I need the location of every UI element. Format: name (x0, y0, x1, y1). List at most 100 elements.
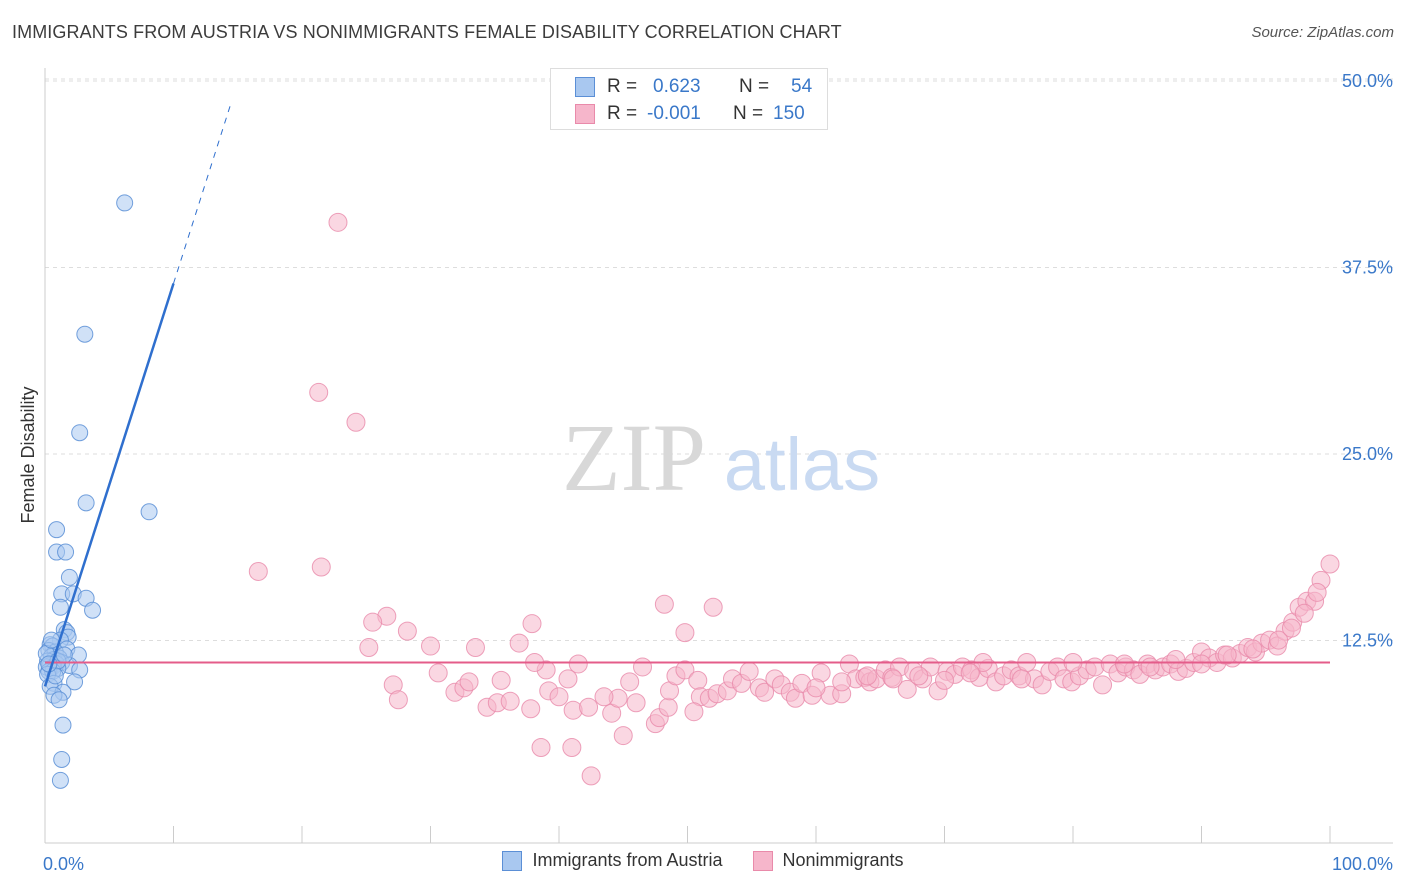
austria-point[interactable] (51, 598, 69, 616)
nonimmigrants-point[interactable] (703, 597, 723, 617)
nonimmigrants-point[interactable] (328, 212, 348, 232)
nonimmigrants-point[interactable] (363, 612, 383, 632)
nonimmigrants-point[interactable] (626, 693, 646, 713)
nonimmigrants-point[interactable] (531, 738, 551, 758)
austria-point[interactable] (84, 601, 102, 619)
nonimmigrants-point[interactable] (1217, 645, 1237, 665)
nonimmigrants-point[interactable] (654, 594, 674, 614)
nonimmigrants-point[interactable] (509, 633, 529, 653)
nonimmigrants-point[interactable] (563, 700, 583, 720)
austria-trend-line (43, 283, 175, 687)
nonimmigrants-point[interactable] (675, 660, 695, 680)
nonimmigrants-point[interactable] (421, 636, 440, 656)
austria-point[interactable] (66, 673, 84, 691)
nonimmigrants-point[interactable] (1085, 657, 1105, 677)
nonimmigrants-point[interactable] (613, 726, 633, 746)
nonimmigrants-point[interactable] (1320, 554, 1340, 574)
nonimmigrants-point[interactable] (309, 382, 329, 402)
nonimmigrants-point[interactable] (562, 738, 582, 758)
nonimmigrants-point[interactable] (522, 614, 542, 634)
y-tick-label: 37.5% (1342, 258, 1393, 278)
nonimmigrants-point[interactable] (684, 702, 704, 722)
nonimmigrants-point[interactable] (388, 690, 408, 710)
austria-swatch (575, 77, 595, 97)
nonimmigrants-point[interactable] (465, 638, 485, 658)
nonimmigrants-point[interactable] (1243, 639, 1263, 659)
nonimmigrants-point[interactable] (594, 687, 614, 707)
nonimmigrants-point[interactable] (397, 621, 417, 641)
nonimmigrants-point[interactable] (1192, 654, 1211, 674)
nonimmigrants-point[interactable] (739, 661, 759, 681)
nonimmigrants-point[interactable] (1281, 618, 1301, 638)
austria-point[interactable] (71, 424, 89, 442)
nonimmigrants-point[interactable] (688, 670, 708, 690)
nonimmigrants-point[interactable] (620, 672, 640, 692)
nonimmigrants-point[interactable] (1093, 675, 1113, 695)
nonimmigrants-point[interactable] (311, 557, 331, 577)
austria-point[interactable] (60, 568, 78, 586)
legend-label-austria: Immigrants from Austria (532, 850, 723, 870)
nonimmigrants-point[interactable] (960, 663, 980, 683)
austria-point[interactable] (53, 750, 71, 768)
austria-points (37, 194, 158, 789)
nonimmigrants-point[interactable] (1140, 657, 1160, 677)
nonimmigrants-point[interactable] (500, 691, 520, 711)
austria-point[interactable] (140, 503, 158, 521)
nonimmigrants-point[interactable] (581, 766, 601, 786)
nonimmigrants-n-label: N = (733, 103, 764, 124)
nonimmigrants-point[interactable] (428, 663, 448, 683)
austria-point[interactable] (51, 771, 69, 789)
austria-point[interactable] (77, 494, 95, 512)
austria-n-value: 54 (791, 76, 813, 97)
austria-point[interactable] (116, 194, 134, 212)
watermark-zip: ZIP (562, 404, 706, 511)
nonimmigrants-point[interactable] (755, 682, 775, 702)
nonimmigrants-point[interactable] (909, 666, 929, 686)
nonimmigrants-point[interactable] (883, 669, 903, 689)
austria-n-label: N = (739, 76, 770, 97)
austria-r-value: 0.623 (653, 76, 701, 97)
watermark-atlas: atlas (724, 423, 880, 506)
nonimmigrants-point[interactable] (633, 657, 653, 677)
y-axis-label: Female Disability (18, 386, 38, 523)
legend-item-nonimmigrants[interactable]: Nonimmigrants (752, 850, 904, 871)
nonimmigrants-point[interactable] (658, 697, 678, 717)
nonimmigrants-point[interactable] (1114, 654, 1134, 674)
nonimmigrants-point[interactable] (346, 412, 366, 432)
austria-trend-extension (173, 102, 232, 284)
source-label: Source: ZipAtlas.com (1251, 24, 1394, 41)
nonimmigrants-point[interactable] (579, 697, 599, 717)
nonimmigrants-point[interactable] (1166, 649, 1186, 669)
nonimmigrants-point[interactable] (1294, 603, 1314, 623)
legend-item-austria[interactable]: Immigrants from Austria (502, 850, 723, 871)
nonimmigrants-point[interactable] (491, 670, 511, 690)
nonimmigrants-point[interactable] (935, 670, 954, 690)
nonimmigrants-point[interactable] (832, 672, 852, 692)
austria-point[interactable] (57, 543, 75, 561)
austria-point[interactable] (50, 691, 68, 709)
nonimmigrants-point[interactable] (897, 679, 917, 699)
austria-point[interactable] (48, 521, 66, 539)
nonimmigrants-point[interactable] (521, 699, 541, 719)
austria-r-label: R = (607, 76, 638, 97)
nonimmigrants-r-label: R = (607, 103, 638, 124)
nonimmigrants-point[interactable] (558, 669, 578, 689)
x-tick-label-max: 100.0% (1332, 854, 1393, 874)
nonimmigrants-point[interactable] (857, 666, 877, 686)
nonimmigrants-point[interactable] (248, 561, 268, 581)
nonimmigrants-point[interactable] (1307, 582, 1327, 602)
nonimmigrants-point[interactable] (1012, 669, 1032, 689)
x-tick-label-min: 0.0% (43, 854, 84, 874)
austria-point[interactable] (76, 325, 94, 343)
nonimmigrants-point[interactable] (806, 678, 826, 698)
stats-row-nonimmigrants: R = -0.001 N = 150 (575, 101, 805, 127)
nonimmigrants-point[interactable] (675, 623, 695, 643)
nonimmigrants-point[interactable] (359, 638, 379, 658)
nonimmigrants-point[interactable] (1269, 630, 1289, 650)
austria-point[interactable] (54, 716, 72, 734)
nonimmigrants-point[interactable] (568, 654, 588, 674)
austria-point[interactable] (55, 646, 73, 664)
nonimmigrants-point[interactable] (549, 687, 569, 707)
nonimmigrants-point[interactable] (459, 672, 479, 692)
